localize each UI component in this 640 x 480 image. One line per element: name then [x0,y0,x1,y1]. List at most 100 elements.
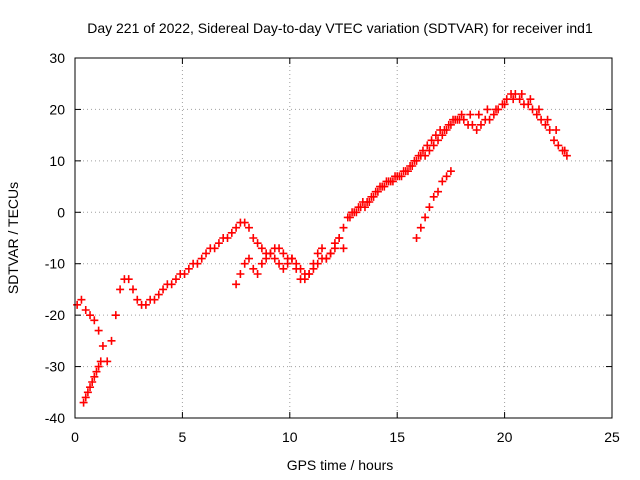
data-point [283,259,292,268]
grid [75,58,612,418]
data-point [330,239,339,248]
data-point [526,95,535,104]
series-early-dip [79,357,105,407]
data-point [240,218,249,227]
data-point [326,249,335,258]
y-axis: -40 -30 -20 -10 0 10 20 30 [45,50,612,426]
data-point [305,270,314,278]
data-point [287,254,296,263]
data-point [543,115,552,124]
data-point [79,398,88,407]
data-point [309,259,318,268]
data-point [86,311,95,320]
y-tick-label: 20 [49,101,65,117]
data-point [249,264,258,273]
data-point [363,198,372,206]
data-point [560,146,569,155]
series-upper-band [345,90,569,222]
plot-frame [74,57,613,419]
data-point [249,234,258,242]
data-point [552,126,561,134]
data-point [202,249,211,258]
data-point [270,254,279,263]
data-point [88,378,97,386]
data-point [81,306,90,314]
data-point [483,105,492,114]
data-point [388,177,397,186]
series-late-rise [412,167,455,242]
data-point [313,249,322,258]
data-point [96,357,105,366]
x-tick-label: 25 [604,429,620,445]
data-point [438,177,447,186]
data-point [128,285,137,294]
data-point [367,192,376,201]
data-point [446,167,455,176]
data-point [98,342,107,350]
data-point [339,244,348,253]
data-point [232,280,241,289]
data-point [253,239,262,248]
data-point [339,223,348,232]
y-tick-label: 10 [49,153,65,169]
data-point [244,254,253,263]
data-point [154,290,163,299]
data-point [227,228,236,237]
data-point [380,182,389,191]
data-point [86,383,95,392]
data-point [442,172,451,181]
data-point [444,120,453,129]
data-point [275,259,284,268]
data-point [401,167,410,176]
data-point [425,203,434,212]
data-point [371,187,380,196]
data-point [492,105,501,114]
data-point [94,326,103,335]
data-point [92,367,101,376]
y-tick-label: -20 [45,307,65,323]
y-tick-label: 30 [49,50,65,66]
data-point [116,285,125,294]
data-point [300,275,309,284]
data-point [410,156,419,165]
data-point [406,162,415,170]
data-point [81,393,90,402]
data-point [476,120,485,129]
data-point [232,223,241,232]
data-point [90,372,99,381]
data-point [184,264,193,273]
data-point [236,270,245,278]
data-point [262,254,271,263]
data-point [159,285,168,294]
x-axis: 0 5 10 15 20 25 [71,58,620,445]
data-point [279,264,288,273]
data-point [466,110,475,119]
data-point [429,192,438,201]
y-tick-label: 0 [57,204,65,220]
x-tick-label: 20 [497,429,513,445]
data-point [500,100,509,109]
data-point [472,126,481,134]
data-point [412,234,421,242]
series-main [73,90,571,366]
data-point [418,146,427,155]
x-tick-label: 15 [389,429,405,445]
data-point [257,244,266,253]
data-point [423,141,432,150]
data-point [457,110,466,119]
data-point [440,126,449,134]
data-point [107,336,116,345]
data-point [335,234,344,242]
data-point [485,115,494,124]
data-point [489,110,498,119]
data-point [534,105,543,114]
chart-title: Day 221 of 2022, Sidereal Day-to-day VTE… [87,20,593,36]
data-point [474,110,483,119]
data-point [223,234,232,242]
data-point [266,249,275,258]
data-point [279,249,288,258]
data-point [509,95,518,104]
data-point [167,280,176,289]
data-point [562,151,571,160]
